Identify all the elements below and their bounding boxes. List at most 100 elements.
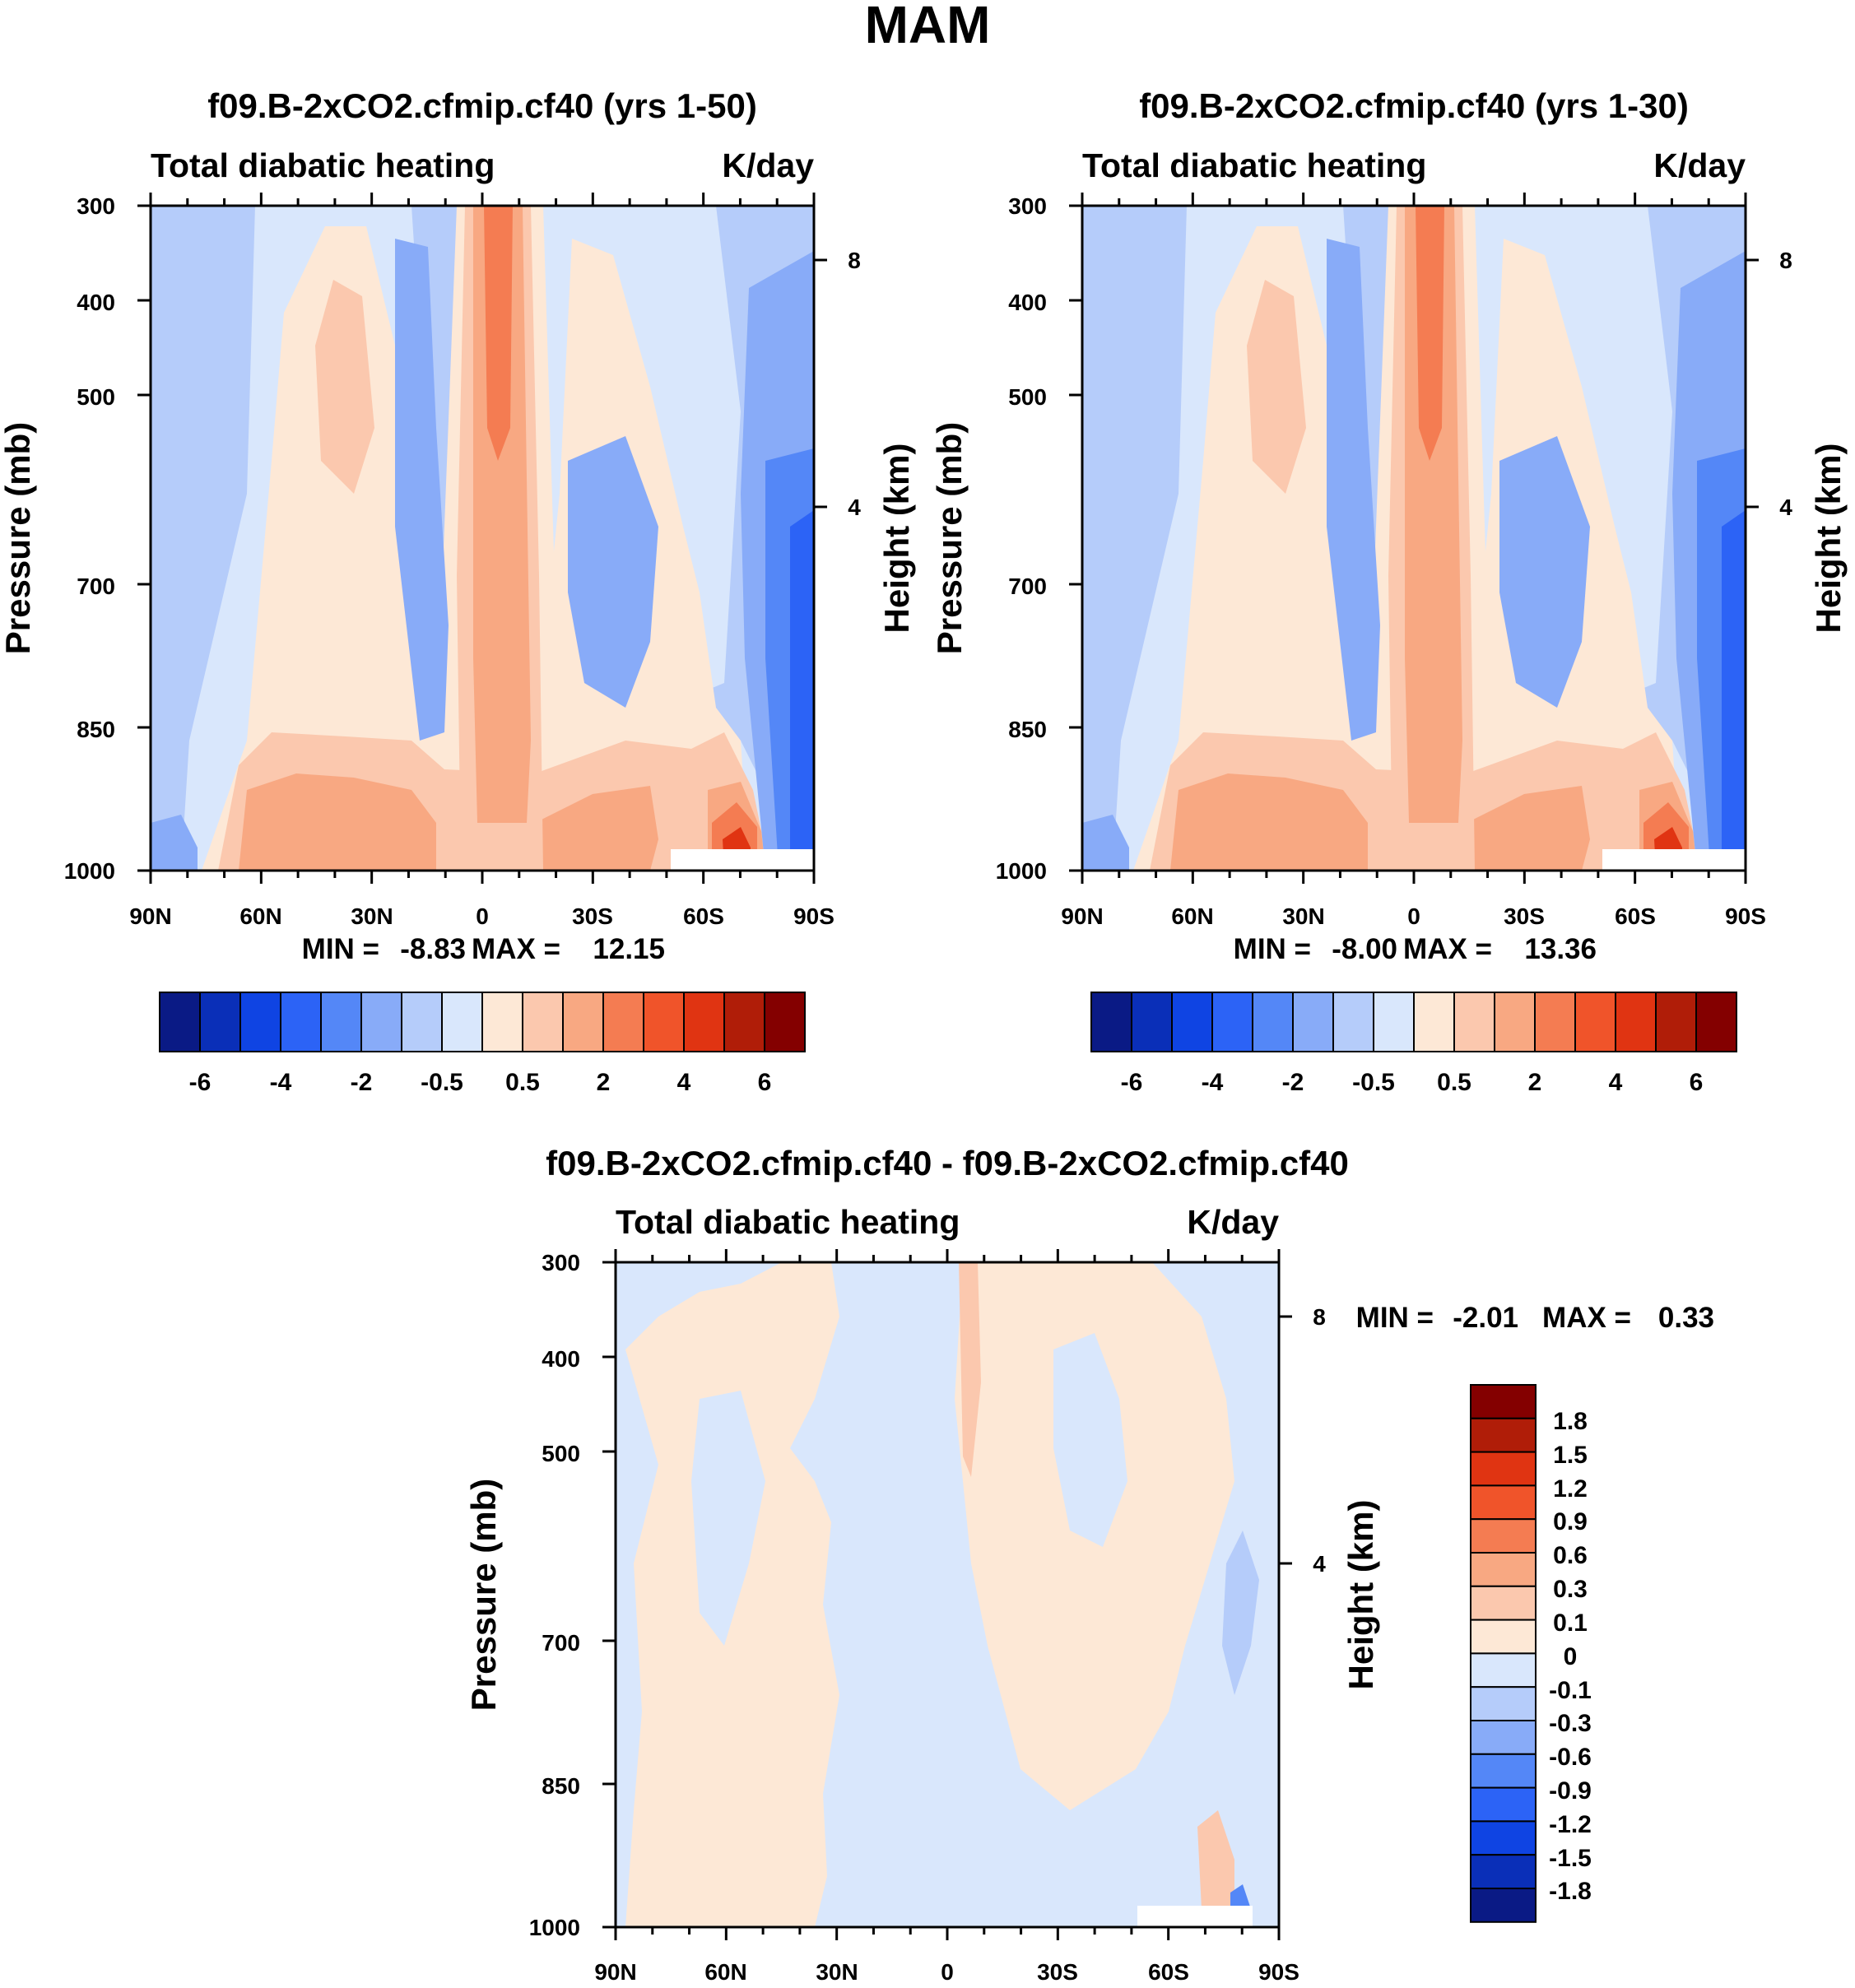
panel-3-right-tick-label: 4	[1313, 1551, 1326, 1577]
nh-surface-cooling	[1082, 815, 1129, 871]
colorbar-label: 2	[1528, 1069, 1542, 1096]
panel-3-ticks	[602, 1249, 1292, 1940]
panel-3-xtick-label: 30N	[816, 1959, 858, 1985]
panel-2: f09.B-2xCO2.cfmip.cf40 (yrs 1-30) Total …	[930, 86, 1848, 1096]
colorbar-swatch	[1211, 992, 1253, 1052]
colorbar-label: 0.3	[1553, 1576, 1588, 1603]
panel-1-ytick-label: 500	[77, 384, 115, 410]
panel-1-xtick-label: 30N	[351, 903, 393, 929]
colorbar-label: 6	[758, 1069, 772, 1096]
panel-1-title: f09.B-2xCO2.cfmip.cf40 (yrs 1-50)	[207, 86, 757, 125]
colorbar-swatch	[1470, 1720, 1537, 1755]
colorbar-swatch	[1252, 992, 1294, 1052]
panel-1-right-tick-label: 4	[848, 495, 861, 520]
colorbar-swatch	[1574, 992, 1616, 1052]
min-label: MIN =	[1356, 1302, 1434, 1334]
colorbar-label: 0.9	[1553, 1508, 1588, 1535]
colorbar-label: 4	[677, 1069, 691, 1096]
boundary-layer-warm-core	[535, 786, 658, 871]
colorbar-swatch	[1453, 992, 1495, 1052]
colorbar-swatch	[1470, 1753, 1537, 1789]
colorbar-label: -0.5	[421, 1069, 463, 1096]
colorbar-label: -6	[1121, 1069, 1143, 1096]
colorbar-swatch	[1470, 1585, 1537, 1621]
figure-title: MAM	[865, 0, 991, 54]
colorbar-swatch	[1470, 1552, 1537, 1587]
panel-3-xtick-label: 30S	[1037, 1959, 1078, 1985]
colorbar-label: -2	[351, 1069, 373, 1096]
colorbar-swatch	[1470, 1417, 1537, 1453]
panel-1-ytick-label: 700	[77, 574, 115, 599]
panel-2-ytick-label: 850	[1008, 717, 1047, 742]
colorbar-swatch	[1470, 1451, 1537, 1487]
panel-2-xtick-label: 30S	[1504, 903, 1545, 929]
panel-1-ytick-label: 850	[77, 717, 115, 742]
panel-3-stats: MIN = -2.01 MAX = 0.33	[1356, 1302, 1714, 1334]
colorbar-swatch	[280, 992, 322, 1052]
panel-3-ytick-label: 400	[542, 1346, 580, 1372]
panel-3-xtick-label: 60N	[704, 1959, 746, 1985]
boundary-layer-warm-core	[1170, 773, 1368, 871]
colorbar-swatch	[360, 992, 402, 1052]
panel-3-ytick-label: 850	[542, 1773, 580, 1799]
antarctic-cooling-max	[1722, 510, 1746, 871]
colorbar-swatch	[1470, 1686, 1537, 1721]
min-value: -2.01	[1453, 1302, 1518, 1334]
colorbar-label: -1.8	[1549, 1878, 1592, 1905]
sh-cooling-lobe	[1499, 436, 1590, 708]
panel-2-right-tick-label: 8	[1779, 248, 1792, 273]
panel-2-title: f09.B-2xCO2.cfmip.cf40 (yrs 1-30)	[1139, 86, 1689, 125]
colorbar-label: 0.5	[1437, 1069, 1471, 1096]
colorbar-swatch	[1292, 992, 1334, 1052]
panel-2-ytick-label: 1000	[996, 858, 1047, 884]
antarctic-cooling-max	[790, 510, 814, 871]
panel-2-xtick-label: 0	[1407, 903, 1420, 929]
panel-2-units-label: K/day	[1653, 146, 1746, 184]
panel-1-right-tick-label: 8	[848, 248, 861, 273]
colorbar-swatch	[643, 992, 685, 1052]
colorbar-swatch	[1534, 992, 1576, 1052]
colorbar-swatch	[1470, 1652, 1537, 1688]
sh-cool-island	[1053, 1333, 1127, 1547]
panel-3-ytick-label: 300	[542, 1250, 580, 1275]
colorbar-label: 0.1	[1553, 1609, 1588, 1637]
colorbar-label: -0.6	[1549, 1744, 1592, 1771]
colorbar-swatch	[602, 992, 644, 1052]
missing-data-mask	[1602, 849, 1746, 871]
colorbar-label: -6	[189, 1069, 212, 1096]
colorbar-swatch	[1470, 1888, 1537, 1923]
colorbar-swatch	[1373, 992, 1415, 1052]
panel-2-contour-field	[1082, 206, 1746, 871]
panel-3-right-tick-label: 8	[1313, 1304, 1326, 1330]
colorbar-swatch	[1470, 1820, 1537, 1856]
colorbar-label: -0.9	[1549, 1777, 1592, 1805]
colorbar-swatch	[1470, 1619, 1537, 1655]
colorbar-label: -1.5	[1549, 1845, 1592, 1872]
colorbar-swatch	[1413, 992, 1455, 1052]
panel-1-variable-label: Total diabatic heating	[151, 146, 495, 184]
panel-2-xtick-label: 30N	[1282, 903, 1324, 929]
missing-data-mask	[671, 849, 814, 871]
panel-1-colorbar	[159, 992, 806, 1052]
nh-cooling-lobe	[395, 239, 449, 741]
panel-2-xtick-label: 60N	[1171, 903, 1213, 929]
min-label: MIN =	[1234, 933, 1311, 965]
panel-3-variable-label: Total diabatic heating	[616, 1203, 960, 1241]
panel-3-contour-field	[616, 1262, 1279, 1927]
boundary-layer-warm-core	[1467, 786, 1590, 871]
panel-2-right-tick-label: 4	[1779, 495, 1792, 520]
max-label: MAX =	[472, 933, 560, 965]
panel-1-xtick-label: 30S	[572, 903, 613, 929]
min-label: MIN =	[302, 933, 379, 965]
colorbar-swatch	[1655, 992, 1697, 1052]
colorbar-label: 4	[1609, 1069, 1623, 1096]
colorbar-swatch	[1695, 992, 1737, 1052]
panel-3-ytick-label: 500	[542, 1441, 580, 1466]
colorbar-label: -0.3	[1549, 1710, 1592, 1737]
colorbar-swatch	[1470, 1518, 1537, 1554]
panel-2-ytick-label: 400	[1008, 290, 1047, 315]
sh-cooling-lobe	[568, 436, 658, 708]
colorbar-swatch	[159, 992, 201, 1052]
max-value: 0.33	[1658, 1302, 1714, 1334]
panel-1-ylabel: Pressure (mb)	[0, 422, 37, 654]
